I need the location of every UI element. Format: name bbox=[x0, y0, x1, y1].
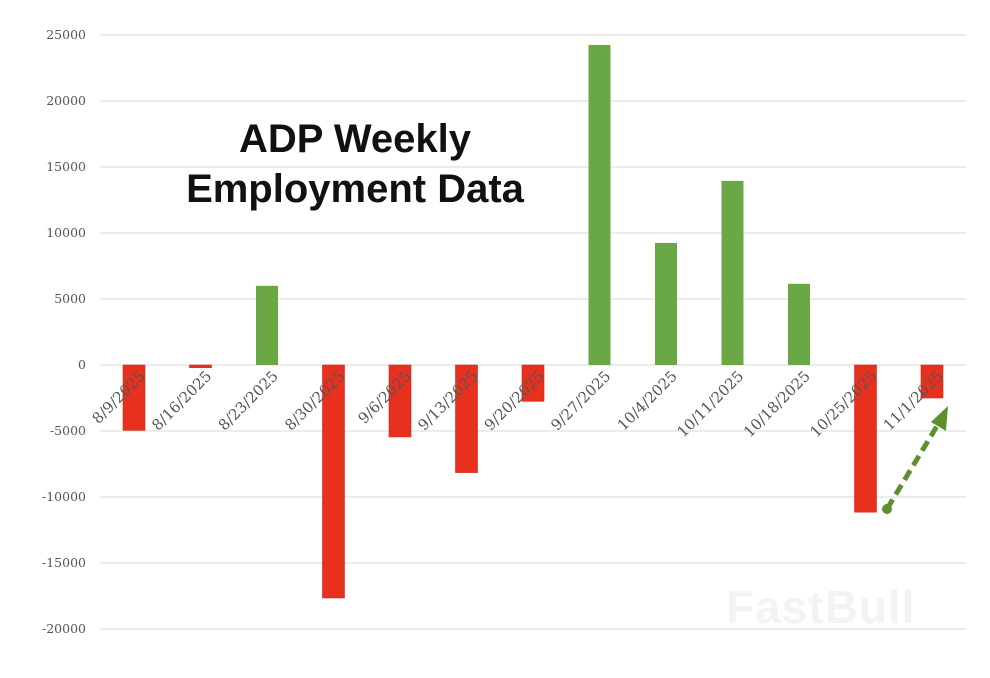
chart-title-line1: ADP Weekly bbox=[239, 117, 471, 161]
x-tick-label: 10/4/2025 bbox=[614, 367, 681, 434]
bar bbox=[521, 364, 545, 402]
x-tick-label: 9/27/2025 bbox=[547, 367, 614, 434]
chart-title-line2: Employment Data bbox=[186, 167, 524, 211]
y-tick-label: -10000 bbox=[42, 489, 86, 504]
y-tick-label: 25000 bbox=[46, 27, 86, 42]
x-axis-labels: 8/9/2025 8/16/2025 8/23/2025 8/30/2025 9/6/2… bbox=[88, 367, 946, 441]
bar bbox=[721, 180, 744, 365]
y-tick-label: 10000 bbox=[46, 225, 86, 240]
x-tick-label: 8/23/2025 bbox=[215, 367, 282, 434]
x-tick-label: 10/18/2025 bbox=[740, 367, 814, 441]
bar bbox=[322, 364, 345, 599]
bar bbox=[788, 283, 810, 365]
y-tick-label: -5000 bbox=[50, 423, 86, 438]
bar bbox=[455, 364, 478, 473]
x-tick-label: 8/16/2025 bbox=[148, 367, 215, 434]
y-axis-labels: 25000 20000 15000 10000 5000 0 -5000 -10000 -150… bbox=[42, 27, 86, 636]
y-tick-label: 0 bbox=[78, 357, 86, 372]
y-tick-label: 15000 bbox=[46, 159, 86, 174]
y-tick-label: 5000 bbox=[54, 291, 86, 306]
trend-arrow-icon bbox=[882, 406, 948, 514]
bar bbox=[920, 364, 944, 399]
bar bbox=[588, 44, 611, 366]
watermark-logo: FastBull bbox=[726, 581, 916, 633]
chart-title: ADP Weekly Employment Data bbox=[150, 114, 560, 214]
y-tick-label: 20000 bbox=[46, 93, 86, 108]
bar bbox=[256, 285, 278, 365]
bar bbox=[655, 242, 677, 365]
bar bbox=[189, 364, 212, 368]
y-tick-label: -15000 bbox=[42, 555, 86, 570]
y-tick-label: -20000 bbox=[42, 621, 86, 636]
bar bbox=[854, 364, 877, 513]
x-tick-label: 10/11/2025 bbox=[673, 367, 747, 441]
bars bbox=[122, 44, 944, 599]
bar bbox=[122, 364, 146, 431]
bar bbox=[388, 364, 412, 438]
